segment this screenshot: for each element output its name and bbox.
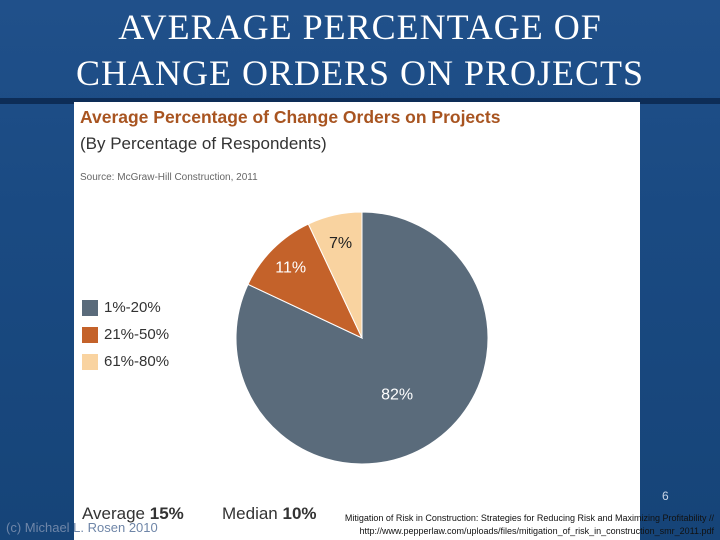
chart-source: Source: McGraw-Hill Construction, 2011 <box>80 172 258 183</box>
average-label: Average <box>82 504 146 523</box>
slide-title-line-2: CHANGE ORDERS ON PROJECTS <box>75 53 645 93</box>
slide-title-line-1: AVERAGE PERCENTAGE OF <box>118 7 602 47</box>
legend-swatch <box>82 299 98 316</box>
slice-value-label: 82% <box>381 386 413 403</box>
copyright-text: (c) Michael L. Rosen 2010 <box>6 520 158 535</box>
legend-item: 61%-80% <box>82 348 169 375</box>
title-divider <box>0 98 720 104</box>
legend-swatch <box>82 353 98 370</box>
slice-value-label: 11% <box>275 260 306 277</box>
citation-link[interactable]: http://www.pepperlaw.com/uploads/files/m… <box>359 526 714 536</box>
legend-label: 1%-20% <box>104 299 161 316</box>
median-value: 10% <box>282 504 317 523</box>
legend-item: 21%-50% <box>82 321 169 348</box>
legend-item: 1%-20% <box>82 294 169 321</box>
average-value: 15% <box>149 504 184 523</box>
pie-slice-61-80 <box>307 211 363 339</box>
citation-title: Mitigation of Risk in Construction: Stra… <box>344 513 714 523</box>
chart-panel: Average Percentage of Change Orders on P… <box>74 102 640 540</box>
chart-title: Average Percentage of Change Orders on P… <box>80 107 501 127</box>
slide-title: AVERAGE PERCENTAGE OF CHANGE ORDERS ON P… <box>0 4 720 96</box>
median-stat: Median 10% <box>222 504 317 524</box>
legend-swatch <box>82 326 98 343</box>
legend-label: 61%-80% <box>104 353 170 370</box>
pie-slice-21-50 <box>247 223 364 340</box>
legend-label: 21%-50% <box>104 326 170 343</box>
pie-slice-1-20 <box>235 211 489 465</box>
chart-subtitle: (By Percentage of Respondents) <box>80 134 327 153</box>
page-number: 6 <box>662 489 669 503</box>
slice-value-label: 7% <box>329 235 352 252</box>
average-stat: Average 15% <box>82 504 184 524</box>
pie-chart: 82% 11% 7% <box>235 211 489 465</box>
citation: Mitigation of Risk in Construction: Stra… <box>294 512 714 538</box>
chart-legend: 1%-20% 21%-50% 61%-80% <box>82 294 169 375</box>
median-label: Median <box>222 504 278 523</box>
